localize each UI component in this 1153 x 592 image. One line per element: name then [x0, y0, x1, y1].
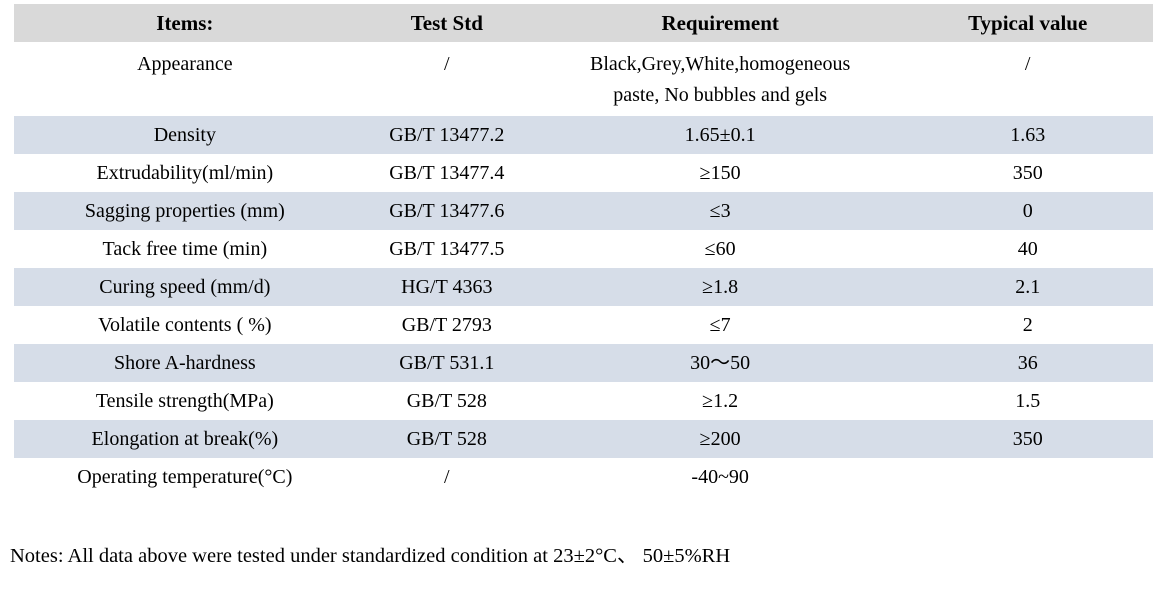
cell-requirement: ≥1.8 [537, 268, 903, 306]
cell-test-std: GB/T 13477.6 [355, 192, 538, 230]
cell-test-std: GB/T 528 [355, 420, 538, 458]
table-row: Appearance / Black,Grey,White,homogeneous … [14, 42, 1153, 116]
spec-table-body: Appearance / Black,Grey,White,homogeneous … [14, 42, 1153, 496]
cell-item: Elongation at break(%) [14, 420, 356, 458]
cell-item: Extrudability(ml/min) [96, 161, 274, 184]
column-header-items: Items: [14, 4, 356, 42]
cell-test-std: / [444, 465, 450, 488]
cell-typical-value [902, 458, 1153, 496]
header-row: Items: Test Std Requirement Typical valu… [14, 4, 1153, 42]
table-row: Volatile contents ( %) GB/T 2793 ≤7 2 [14, 306, 1153, 344]
cell-item: Operating temperature(°C) [77, 465, 293, 488]
column-header-test-std: Test Std [355, 4, 538, 42]
cell-requirement: Black,Grey,White,homogeneous paste, No b… [590, 53, 851, 106]
cell-requirement: -40~90 [691, 465, 749, 488]
cell-requirement: ≤3 [537, 192, 903, 230]
cell-item: Tensile strength(MPa) [95, 389, 274, 412]
cell-typical-value: / [1024, 53, 1031, 75]
cell-test-std: HG/T 4363 [355, 268, 538, 306]
cell-item: Curing speed (mm/d) [14, 268, 356, 306]
table-row: Density GB/T 13477.2 1.65±0.1 1.63 [14, 116, 1153, 154]
cell-item: Appearance [137, 53, 233, 75]
cell-typical-value: 350 [1012, 161, 1043, 184]
spec-table: Items: Test Std Requirement Typical valu… [14, 4, 1153, 496]
cell-item: Volatile contents ( %) [98, 313, 272, 336]
cell-typical-value: 350 [902, 420, 1153, 458]
cell-test-std: GB/T 2793 [401, 313, 492, 336]
cell-requirement: 1.65±0.1 [537, 116, 903, 154]
notes-text: Notes: All data above were tested under … [10, 545, 731, 567]
column-header-requirement: Requirement [537, 4, 903, 42]
table-row: Tack free time (min) GB/T 13477.5 ≤60 40 [14, 230, 1153, 268]
cell-item: Sagging properties (mm) [14, 192, 356, 230]
cell-typical-value: 40 [1017, 237, 1038, 260]
cell-test-std: GB/T 528 [406, 389, 487, 412]
table-row: Sagging properties (mm) GB/T 13477.6 ≤3 0 [14, 192, 1153, 230]
cell-requirement: ≥150 [699, 161, 741, 184]
cell-requirement: 30～50 [537, 344, 903, 382]
table-row: Elongation at break(%) GB/T 528 ≥200 350 [14, 420, 1153, 458]
cell-test-std: / [444, 53, 450, 75]
table-row: Extrudability(ml/min) GB/T 13477.4 ≥150 350 [14, 154, 1153, 192]
cell-item: Tack free time (min) [102, 237, 268, 260]
cell-requirement: ≥200 [537, 420, 903, 458]
cell-requirement: ≤60 [704, 237, 736, 260]
cell-test-std: GB/T 531.1 [355, 344, 538, 382]
cell-typical-value: 36 [902, 344, 1153, 382]
cell-item: Density [14, 116, 356, 154]
cell-test-std: GB/T 13477.2 [355, 116, 538, 154]
cell-typical-value: 1.63 [902, 116, 1153, 154]
cell-typical-value: 1.5 [1015, 389, 1041, 412]
table-row: Curing speed (mm/d) HG/T 4363 ≥1.8 2.1 [14, 268, 1153, 306]
cell-test-std: GB/T 13477.4 [389, 161, 505, 184]
column-header-typical-value: Typical value [902, 4, 1153, 42]
cell-typical-value: 2.1 [902, 268, 1153, 306]
table-row: Tensile strength(MPa) GB/T 528 ≥1.2 1.5 [14, 382, 1153, 420]
spec-table-header: Items: Test Std Requirement Typical valu… [14, 4, 1153, 42]
cell-typical-value: 2 [1022, 313, 1033, 336]
cell-requirement: ≤7 [709, 313, 731, 336]
cell-typical-value: 0 [902, 192, 1153, 230]
cell-test-std: GB/T 13477.5 [389, 237, 505, 260]
table-row: Shore A-hardness GB/T 531.1 30～50 36 [14, 344, 1153, 382]
cell-requirement: ≥1.2 [702, 389, 739, 412]
table-row: Operating temperature(°C) / -40~90 [14, 458, 1153, 496]
cell-item: Shore A-hardness [14, 344, 356, 382]
